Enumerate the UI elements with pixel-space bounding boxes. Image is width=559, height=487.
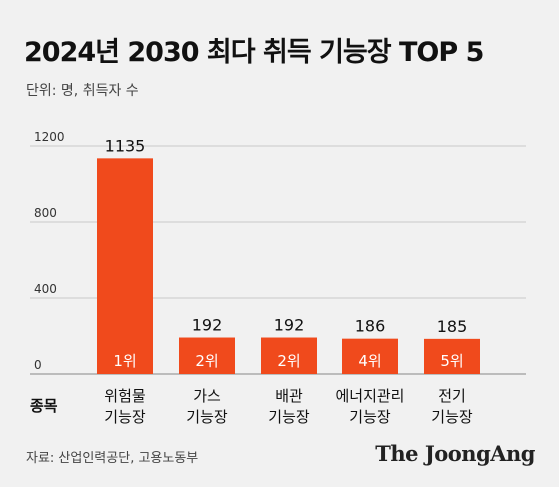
x-category-label: 배관 xyxy=(275,387,303,405)
y-tick-label: 400 xyxy=(34,282,57,296)
source-note: 자료: 산업인력공단, 고용노동부 xyxy=(26,451,199,466)
x-category-label: 기능장 xyxy=(186,408,228,426)
bar-value-label: 185 xyxy=(437,317,468,336)
x-category-label: 기능장 xyxy=(104,408,146,426)
bar-rank-label: 4위 xyxy=(358,352,381,370)
bar-rank-label: 1위 xyxy=(113,352,136,370)
y-tick-label: 0 xyxy=(34,358,42,372)
x-category-label: 기능장 xyxy=(268,408,310,426)
bar-rank-label: 5위 xyxy=(440,352,463,370)
bar xyxy=(342,338,398,374)
bar-rank-label: 2위 xyxy=(277,352,300,370)
x-category-label: 전기 xyxy=(438,387,466,405)
unit-note: 단위: 명, 취득자 수 xyxy=(26,83,139,99)
bar-value-label: 186 xyxy=(355,317,386,336)
x-category-label: 기능장 xyxy=(431,408,473,426)
y-tick-label: 800 xyxy=(34,206,57,220)
x-axis-label: 종목 xyxy=(30,397,58,415)
bar-value-label: 192 xyxy=(192,316,223,335)
y-tick-label: 1200 xyxy=(34,130,65,144)
x-category-label: 에너지관리 xyxy=(335,387,404,405)
bar-value-label: 192 xyxy=(274,316,305,335)
x-category-label: 위험물 xyxy=(104,387,145,405)
bar xyxy=(261,337,317,374)
x-category-label: 기능장 xyxy=(349,408,391,426)
x-category-label: 가스 xyxy=(193,387,221,405)
bar xyxy=(97,158,153,374)
bar-value-label: 1135 xyxy=(105,136,146,155)
chart-title: 2024년 2030 최다 취득 기능장 TOP 5 xyxy=(24,37,484,68)
bar xyxy=(424,338,480,374)
bar xyxy=(179,337,235,374)
brand-logo: The JoongAng xyxy=(375,441,535,466)
bar-rank-label: 2위 xyxy=(195,352,218,370)
